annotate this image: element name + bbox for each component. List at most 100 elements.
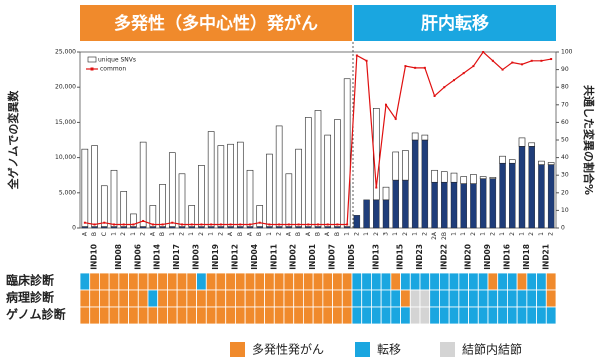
bar-common (363, 199, 370, 229)
common-point (385, 103, 387, 106)
bar-unique (382, 186, 390, 201)
group-label: IND08 (114, 244, 123, 270)
group-label: IND20 (464, 244, 473, 270)
common-point (443, 86, 446, 89)
diagnosis-cell (487, 306, 499, 325)
diagnosis-cell (283, 306, 295, 325)
bar-unique (499, 155, 506, 164)
diagnosis-cell (186, 306, 197, 325)
common-point (491, 59, 494, 62)
common-point (181, 223, 183, 226)
common-point (423, 66, 426, 69)
diagnosis-cell (507, 272, 518, 291)
diagnosis-cell (545, 289, 557, 308)
bar-unique (440, 171, 448, 183)
common-point (355, 54, 358, 57)
sample-label: 2 (509, 232, 516, 236)
bar-common (499, 163, 506, 229)
y2-tick-label: 90 (561, 66, 569, 73)
diagnosis-cell (380, 289, 392, 308)
diagnosis-cell (526, 306, 537, 325)
y-axis-label: 全ゲノムでの変異数 (6, 90, 20, 191)
y2-tick-label: 30 (561, 172, 569, 179)
sample-label: B (159, 232, 166, 236)
diagnosis-cell (205, 289, 217, 308)
sample-label: 2 (179, 232, 186, 236)
bar-unique (518, 137, 526, 147)
diagnosis-cell (157, 306, 168, 325)
sample-label: 1 (451, 232, 458, 236)
diagnosis-cell (205, 306, 217, 325)
common-point (433, 95, 436, 97)
diagnosis-cell (128, 306, 139, 325)
group-label: IND03 (192, 244, 201, 270)
y2-axis-label: 共通した変異の割合% (582, 85, 596, 195)
sample-label: 2 (528, 232, 535, 236)
y2-tick-label: 0 (561, 225, 565, 232)
diagnosis-cell (497, 272, 508, 291)
sample-label: 2 (548, 232, 555, 236)
diagnosis-cell (118, 289, 129, 308)
diagnosis-cell (196, 272, 207, 291)
bar-common (382, 199, 390, 229)
bar-common (470, 183, 477, 229)
diagnosis-cell (322, 272, 333, 291)
bar-unique (334, 119, 341, 227)
diagnosis-cell (439, 272, 450, 291)
y2-tick-label: 40 (561, 154, 569, 161)
diagnosis-cell (536, 272, 547, 291)
sample-label: B (256, 232, 263, 236)
sample-label: B (315, 232, 322, 236)
bar-common (547, 164, 555, 229)
row-label: 病理診断 (6, 290, 54, 305)
diagnosis-cell (293, 289, 304, 308)
common-point (151, 223, 154, 226)
diagnosis-cell (448, 289, 460, 308)
section-title: 肝内転移 (421, 13, 489, 34)
sample-label: A (81, 231, 88, 236)
bar-unique (402, 150, 409, 181)
diagnosis-cell (341, 306, 353, 325)
diagnosis-cell (516, 289, 528, 308)
diagnosis-cell (400, 289, 411, 308)
bar-unique (285, 173, 293, 227)
diagnosis-cell (526, 289, 537, 308)
sample-label: A (227, 231, 234, 236)
diagnosis-cell (137, 289, 149, 308)
diagnosis-cell (293, 306, 304, 325)
section-title: 多発性（多中心性）発がん (114, 13, 318, 34)
diagnosis-cell (176, 272, 188, 291)
diagnosis-cell (536, 289, 547, 308)
bar-unique (227, 143, 234, 227)
bar-unique (314, 110, 322, 227)
bar-unique (470, 174, 477, 184)
sample-label: 1 (188, 232, 195, 236)
diagnosis-cell (419, 289, 431, 308)
sample-label: 2 (198, 232, 205, 236)
sample-label: A (247, 231, 254, 236)
group-label: IND17 (172, 244, 181, 270)
diagnosis-cell (215, 306, 227, 325)
diagnosis-cell (167, 306, 178, 325)
sample-label: 1 (412, 232, 419, 236)
diagnosis-cell (254, 272, 265, 291)
bar-unique (139, 141, 147, 227)
diagnosis-cell (244, 289, 256, 308)
common-point (394, 117, 397, 120)
bar-unique (324, 134, 332, 227)
common-point (190, 223, 193, 226)
diagnosis-cell (89, 272, 100, 291)
diagnosis-cell (147, 272, 159, 291)
common-point (229, 223, 232, 226)
row-label: 臨床診断 (6, 273, 54, 288)
diagnosis-cell (157, 272, 168, 291)
bar-unique (421, 134, 429, 141)
bar-unique (256, 205, 264, 227)
diagnosis-cell (409, 289, 421, 308)
sample-label: 3 (383, 232, 390, 236)
diagnosis-cell (303, 272, 314, 291)
diagnosis-cell (361, 289, 372, 308)
common-point (482, 51, 485, 53)
legend-swatch (440, 342, 455, 357)
